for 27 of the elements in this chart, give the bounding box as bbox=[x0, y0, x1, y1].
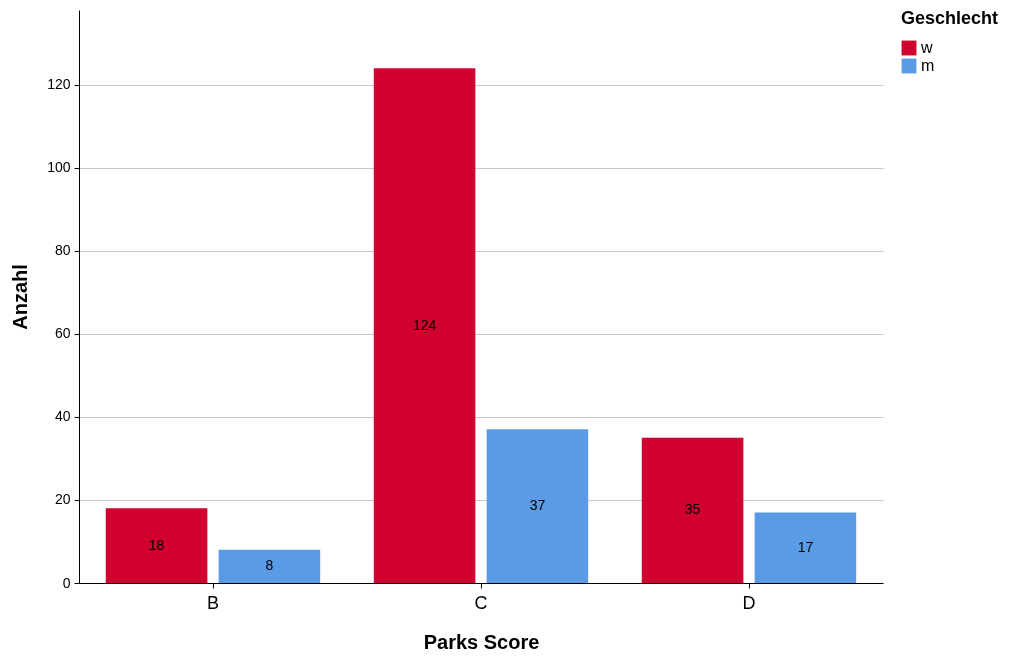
bar bbox=[105, 508, 208, 583]
x-tick-label: C bbox=[474, 592, 488, 613]
bar bbox=[373, 68, 476, 583]
y-tick-label: 60 bbox=[54, 325, 71, 342]
legend-label: m bbox=[921, 57, 935, 74]
data-label: 18 bbox=[148, 536, 165, 553]
legend-label: w bbox=[920, 39, 933, 56]
y-tick-label: 100 bbox=[47, 159, 71, 176]
bar bbox=[486, 429, 589, 583]
bar bbox=[754, 512, 857, 583]
legend-title: Geschlecht bbox=[901, 8, 999, 28]
data-label: 37 bbox=[529, 497, 546, 514]
x-tick-label: D bbox=[742, 592, 756, 613]
y-tick-label: 20 bbox=[54, 491, 71, 508]
y-tick-label: 80 bbox=[54, 242, 71, 259]
data-label: 8 bbox=[265, 557, 274, 574]
data-label: 35 bbox=[684, 501, 701, 518]
data-label: 124 bbox=[412, 316, 437, 333]
y-tick-label: 0 bbox=[62, 574, 71, 591]
y-axis-title: Anzahl bbox=[9, 264, 32, 330]
y-tick-label: 40 bbox=[54, 408, 71, 425]
y-tick-label: 120 bbox=[47, 76, 71, 93]
bar bbox=[641, 437, 744, 583]
data-label: 17 bbox=[797, 538, 814, 555]
x-tick-label: B bbox=[206, 592, 220, 613]
bar bbox=[218, 549, 321, 583]
x-axis-title: Parks Score bbox=[423, 630, 540, 653]
